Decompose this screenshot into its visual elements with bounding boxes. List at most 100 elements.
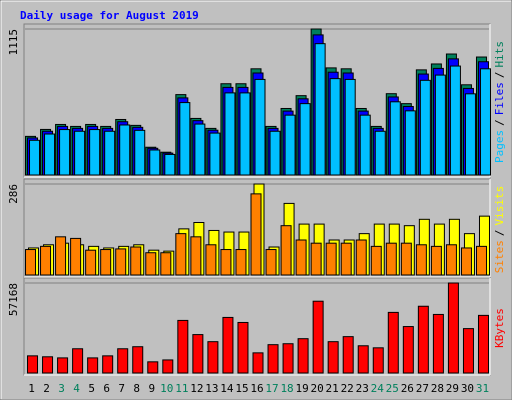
bar — [419, 79, 431, 176]
bar — [55, 236, 67, 276]
bar — [340, 242, 352, 276]
x-tick-label: 13 — [205, 382, 218, 395]
x-tick-label: 3 — [58, 382, 65, 395]
bar — [57, 357, 69, 374]
bar — [402, 326, 414, 374]
bar — [72, 348, 84, 374]
bar — [194, 123, 206, 176]
bar — [205, 244, 217, 276]
bar — [175, 233, 187, 276]
bar — [372, 347, 384, 374]
bar — [25, 249, 37, 276]
bar — [400, 242, 412, 276]
bar — [235, 249, 247, 276]
x-tick-label: 30 — [461, 382, 474, 395]
bar — [100, 249, 112, 276]
x-tick-label: 6 — [103, 382, 110, 395]
bar — [44, 133, 56, 176]
bar — [445, 244, 457, 276]
bar — [280, 225, 292, 276]
bar — [160, 252, 172, 276]
legend-entry: Pages — [493, 130, 506, 163]
bar — [207, 341, 219, 374]
y-tick-label: 57168 — [7, 283, 20, 316]
bar — [355, 239, 367, 276]
bar — [460, 247, 472, 276]
x-tick-label: 7 — [118, 382, 125, 395]
bar — [115, 248, 127, 276]
x-tick-label: 19 — [295, 382, 308, 395]
bar — [462, 328, 474, 374]
bar — [370, 245, 382, 276]
x-tick-label: 9 — [148, 382, 155, 395]
bar — [387, 311, 399, 374]
bar — [342, 336, 354, 374]
x-tick-label: 5 — [88, 382, 95, 395]
legend-entry: Visits — [493, 186, 506, 226]
bar — [254, 78, 266, 176]
bar — [104, 130, 116, 176]
legend-separator: / — [493, 119, 506, 126]
x-tick-label: 8 — [133, 382, 140, 395]
bar — [314, 43, 326, 176]
y-tick-label: 286 — [7, 184, 20, 204]
bar — [415, 244, 427, 276]
bar — [59, 129, 71, 176]
legend-entry: KBytes — [493, 308, 506, 348]
x-tick-label: 28 — [431, 382, 444, 395]
bar — [40, 245, 52, 276]
bar — [117, 348, 129, 374]
bar — [374, 130, 386, 176]
bar — [479, 68, 491, 176]
x-tick-label: 10 — [160, 382, 173, 395]
bar — [74, 130, 86, 176]
bar — [89, 129, 101, 176]
x-tick-label: 2 — [43, 382, 50, 395]
x-tick-label: 4 — [73, 382, 80, 395]
bar — [27, 355, 39, 374]
bar — [464, 93, 476, 176]
bar — [224, 92, 236, 176]
bar — [327, 341, 339, 374]
bar — [432, 313, 444, 374]
bar — [299, 103, 311, 176]
bar — [475, 245, 487, 276]
bar — [149, 149, 161, 176]
bar — [29, 139, 41, 176]
bar — [267, 344, 279, 374]
bar — [239, 92, 251, 176]
x-tick-label: 24 — [371, 382, 385, 395]
x-tick-label: 22 — [341, 382, 354, 395]
bar — [310, 242, 322, 276]
bar — [134, 129, 146, 176]
bar — [130, 246, 142, 276]
bar — [145, 252, 157, 276]
x-tick-label: 27 — [416, 382, 429, 395]
bar — [329, 78, 341, 176]
x-tick-label: 18 — [280, 382, 293, 395]
bar — [209, 132, 221, 176]
bar — [477, 314, 489, 374]
x-tick-label: 21 — [326, 382, 339, 395]
bar — [297, 338, 309, 374]
bar — [237, 321, 249, 374]
legend-separator: / — [493, 230, 506, 237]
bar — [404, 110, 416, 176]
bar — [252, 352, 264, 374]
bar — [359, 114, 371, 176]
bar — [430, 245, 442, 276]
x-tick-label: 16 — [250, 382, 263, 395]
bar — [192, 334, 204, 374]
bar — [70, 237, 82, 276]
bar — [179, 102, 191, 176]
bar — [132, 346, 144, 374]
bar — [389, 101, 401, 176]
bar — [282, 343, 294, 374]
legend-entry: Sites — [493, 240, 506, 273]
x-tick-label: 15 — [235, 382, 248, 395]
bar — [269, 130, 281, 176]
x-tick-label: 12 — [190, 382, 203, 395]
bar — [284, 114, 296, 176]
bar — [312, 300, 324, 374]
x-tick-label: 20 — [311, 382, 324, 395]
